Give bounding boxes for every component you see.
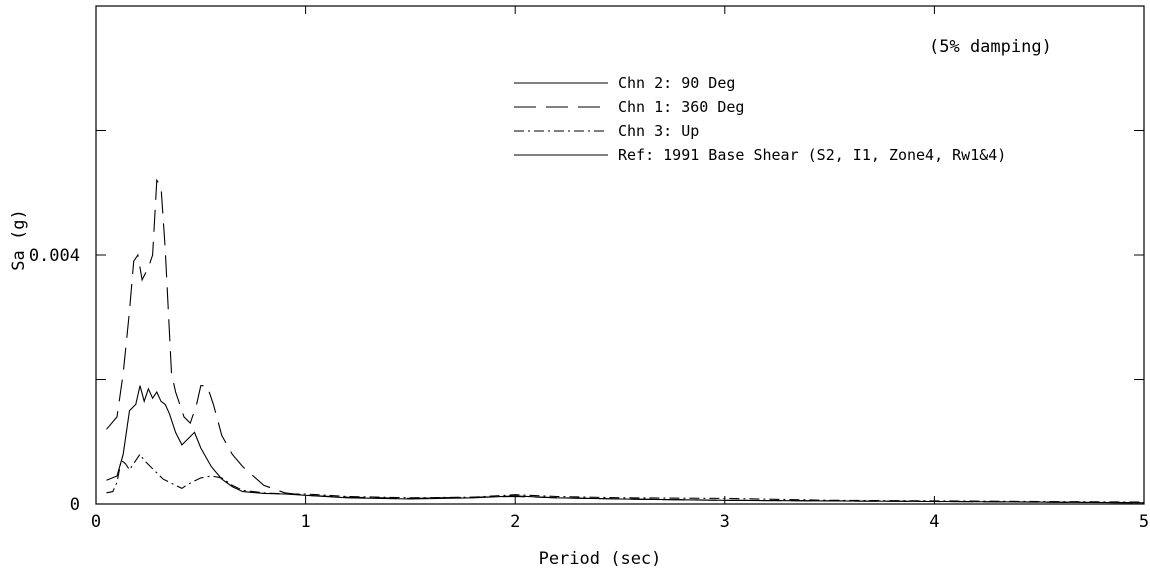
legend-label-1: Chn 2: 90 Deg [618, 74, 735, 92]
x-tick-label: 4 [929, 512, 939, 532]
x-axis-title: Period (sec) [539, 549, 662, 569]
series-line-2 [106, 178, 1145, 504]
legend-label-3: Chn 3: Up [618, 122, 699, 140]
y-axis-title: Sa (g) [9, 209, 29, 270]
y-tick-label: 0.004 [29, 246, 80, 266]
damping-annotation: (5% damping) [929, 37, 1052, 57]
legend: Chn 2: 90 Deg Chn 1: 360 Deg Chn 3: Up Ref:… [514, 74, 1006, 164]
series-line-1 [106, 385, 1145, 504]
x-tick-label: 5 [1139, 512, 1149, 532]
y-tick-label: 0 [70, 495, 80, 515]
x-tick-label: 0 [91, 512, 101, 532]
x-tick-label: 3 [720, 512, 730, 532]
legend-label-2: Chn 1: 360 Deg [618, 98, 744, 116]
x-tick-label: 1 [300, 512, 310, 532]
series-line-3 [106, 453, 1145, 503]
series-lines [106, 178, 1145, 504]
axis-ticks: 0 1 2 3 4 5 0 0.004 [29, 6, 1149, 532]
legend-label-4: Ref: 1991 Base Shear (S2, I1, Zone4, Rw1… [618, 146, 1006, 164]
x-tick-label: 2 [510, 512, 520, 532]
